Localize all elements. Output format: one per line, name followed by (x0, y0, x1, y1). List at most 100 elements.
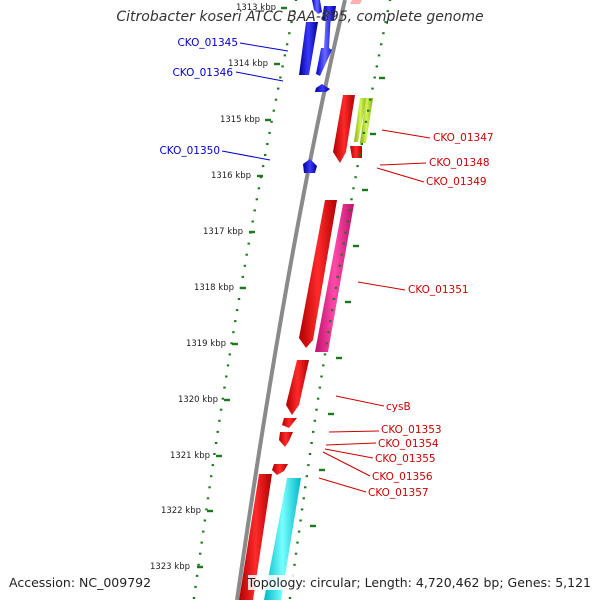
scale-tick (362, 188, 368, 192)
scale-tracks (192, 0, 392, 599)
left-track-dot (283, 54, 286, 57)
feature-cko-01347 (333, 95, 355, 163)
gene-label-cko-01357: CKO_01357 (368, 487, 429, 499)
leader-cysb (335, 395, 385, 407)
left-track-dot (290, 21, 293, 24)
right-track-dot (371, 87, 374, 90)
right-track-dot (308, 453, 312, 455)
left-track-dot (194, 585, 197, 588)
left-track-dot (216, 430, 219, 433)
left-track-dot (274, 98, 278, 101)
right-track-dot (322, 364, 325, 367)
left-track-dot (245, 253, 248, 256)
left-track-dot (281, 65, 284, 68)
scale-tick (216, 454, 222, 458)
scale-labels: 1313 kbp 1314 kbp 1315 kbp 1316 kbp 1317… (150, 3, 276, 572)
left-track-dot (199, 552, 202, 555)
scale-tick (274, 62, 280, 66)
feature-cko-01354 (279, 432, 293, 447)
leader-cko-01350 (221, 150, 271, 161)
right-track-dot (293, 563, 296, 566)
feature-cko-01348 (354, 98, 367, 142)
right-track-dot (305, 475, 308, 478)
left-track-dot (241, 275, 244, 278)
leader-cko-01349 (376, 167, 425, 183)
scale-label: 1321 kbp (170, 451, 210, 461)
left-track-dot (255, 198, 258, 201)
right-track-dot (288, 597, 292, 599)
right-track-dot (377, 54, 381, 57)
right-track-dot (340, 253, 343, 256)
left-track-dot (197, 563, 200, 566)
feature-cko-01349 (350, 146, 362, 158)
feature-cko-01357 (264, 478, 301, 600)
left-track-dot (268, 131, 271, 134)
scale-tick (345, 300, 351, 304)
left-track-dot (247, 242, 250, 245)
label-leader-lines (221, 42, 431, 493)
scale-label: 1314 kbp (228, 59, 268, 69)
leader-cko-01348 (379, 162, 427, 166)
feature-arrowhead-top (312, 0, 322, 14)
left-track-dot (195, 574, 199, 577)
gene-label-cko-01353: CKO_01353 (381, 424, 442, 436)
leader-cko-01353 (328, 430, 380, 433)
forward-strand-features (299, 0, 336, 173)
right-track-dot (316, 397, 320, 400)
left-track-dot (213, 453, 216, 455)
right-track-dot (302, 497, 305, 500)
scale-tick (319, 468, 325, 472)
feature-top-pink (350, 0, 362, 4)
left-track-dot (237, 298, 241, 300)
scale-tick (281, 6, 287, 10)
right-track-dot (310, 442, 313, 444)
scale-tick (310, 524, 316, 528)
leader-cko-01355 (324, 448, 374, 459)
right-track-dot (294, 552, 298, 555)
right-track-dot (296, 541, 299, 544)
gene-label-cysb: cysB (386, 401, 411, 413)
right-track-dot (338, 264, 341, 267)
scale-tick (370, 132, 376, 136)
scale-label: 1320 kbp (178, 395, 218, 405)
scale-label: 1323 kbp (150, 562, 190, 572)
right-track-dot (350, 198, 353, 201)
gene-label-cko-01350: CKO_01350 (159, 145, 220, 157)
left-track-dot (202, 530, 205, 533)
left-track-dot (221, 397, 224, 400)
left-track-dot (208, 486, 211, 489)
genome-summary-text: Topology: circular; Length: 4,720,462 bp… (247, 575, 591, 590)
feature-cko-01350 (303, 159, 317, 173)
left-track-dot (232, 331, 235, 334)
feature-cko-01346-arrow (316, 8, 334, 76)
left-track-dot (219, 408, 223, 411)
right-track-dot (388, 0, 392, 1)
feature-cko-01353 (282, 418, 297, 428)
right-track-dot (332, 298, 336, 300)
left-track-dot (277, 87, 280, 90)
right-track-dot (313, 419, 316, 422)
right-track-dot (315, 408, 318, 411)
gene-label-cko-01345: CKO_01345 (177, 37, 238, 49)
left-track-dot (205, 508, 208, 511)
left-track-dot (243, 264, 246, 267)
right-track-dot (342, 242, 345, 245)
feature-small-arrow (315, 84, 330, 92)
right-track-dot (364, 120, 368, 123)
right-track-dot (384, 21, 387, 24)
left-track-dot (235, 309, 239, 312)
leader-cko-01357 (318, 477, 367, 493)
left-track-dot (288, 32, 291, 35)
right-track-dot (346, 220, 349, 223)
feature-cyse (286, 360, 309, 415)
leader-cko-01346 (235, 71, 284, 82)
right-track-dot (352, 187, 355, 190)
right-track-dot (386, 10, 389, 13)
scale-tick (379, 76, 385, 80)
scale-tick (197, 565, 203, 569)
reverse-strand-features (239, 0, 373, 600)
scale-label: 1317 kbp (203, 227, 243, 237)
accession-text: Accession: NC_009792 (9, 575, 152, 590)
